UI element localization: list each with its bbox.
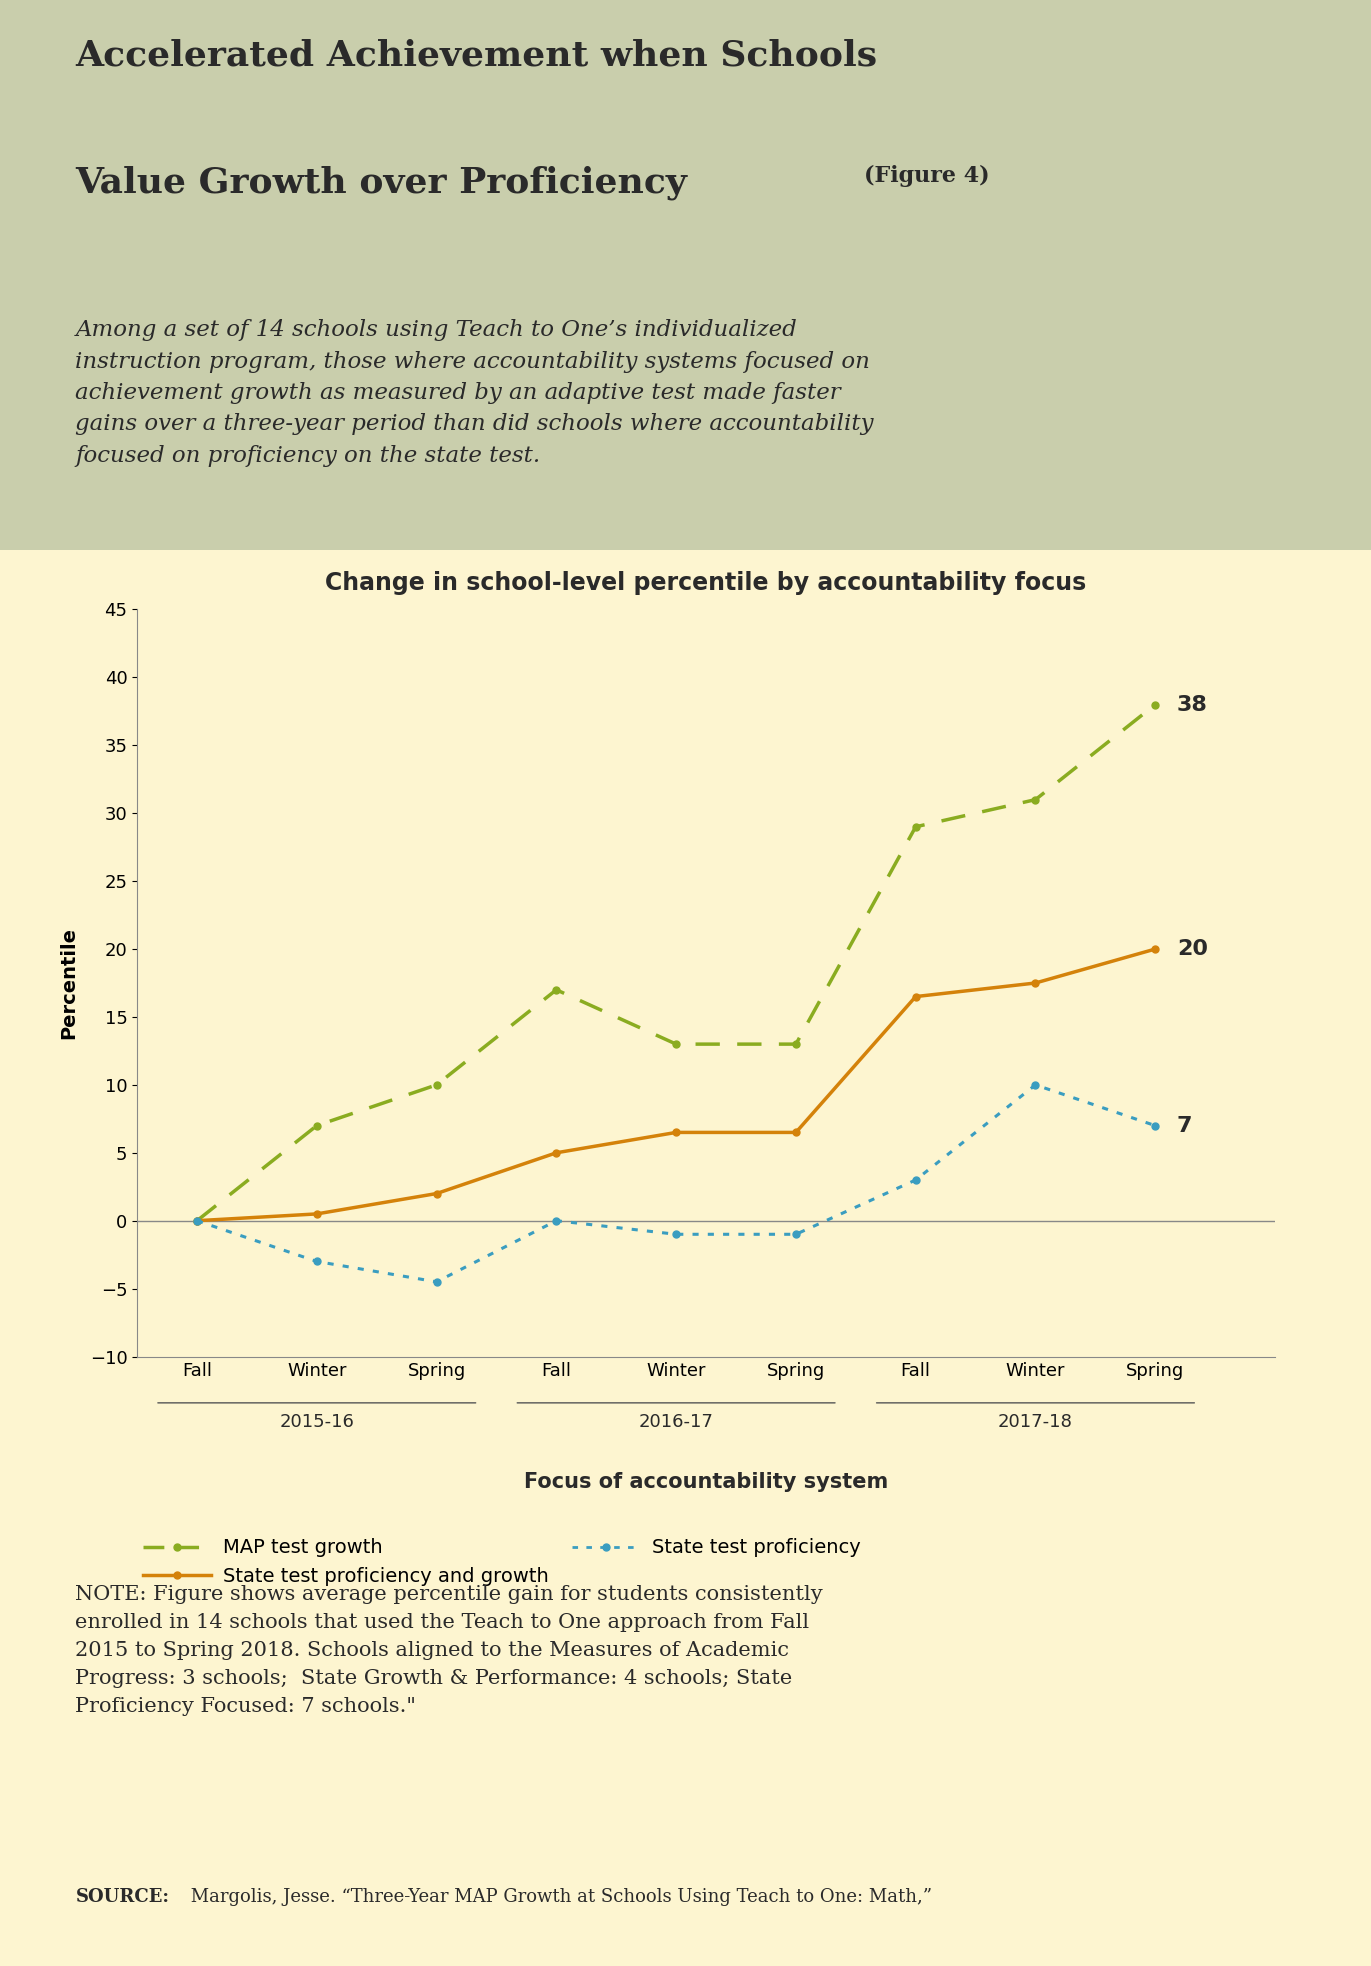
Text: 7: 7 — [1176, 1115, 1193, 1136]
Title: Change in school-level percentile by accountability focus: Change in school-level percentile by acc… — [325, 570, 1087, 596]
Text: 2016-17: 2016-17 — [639, 1412, 713, 1431]
Text: 20: 20 — [1176, 940, 1208, 959]
Text: 38: 38 — [1176, 694, 1208, 714]
Text: NOTE: Figure shows average percentile gain for students consistently
enrolled in: NOTE: Figure shows average percentile ga… — [75, 1585, 823, 1716]
Legend: MAP test growth, State test proficiency and growth, State test proficiency: MAP test growth, State test proficiency … — [136, 1532, 868, 1594]
Text: Value Growth over Proficiency: Value Growth over Proficiency — [75, 165, 687, 201]
Text: Focus of accountability system: Focus of accountability system — [524, 1473, 888, 1492]
Y-axis label: Percentile: Percentile — [59, 928, 78, 1038]
Text: Among a set of 14 schools using Teach to One’s individualized
instruction progra: Among a set of 14 schools using Teach to… — [75, 318, 873, 466]
Text: 2015-16: 2015-16 — [280, 1412, 354, 1431]
Text: 2017-18: 2017-18 — [998, 1412, 1073, 1431]
Text: (Figure 4): (Figure 4) — [864, 165, 990, 187]
Text: Margolis, Jesse. “Three-Year MAP Growth at Schools Using Teach to One: Math,”: Margolis, Jesse. “Three-Year MAP Growth … — [185, 1887, 932, 1907]
Text: SOURCE:: SOURCE: — [75, 1887, 170, 1907]
Text: Accelerated Achievement when Schools: Accelerated Achievement when Schools — [75, 39, 877, 73]
